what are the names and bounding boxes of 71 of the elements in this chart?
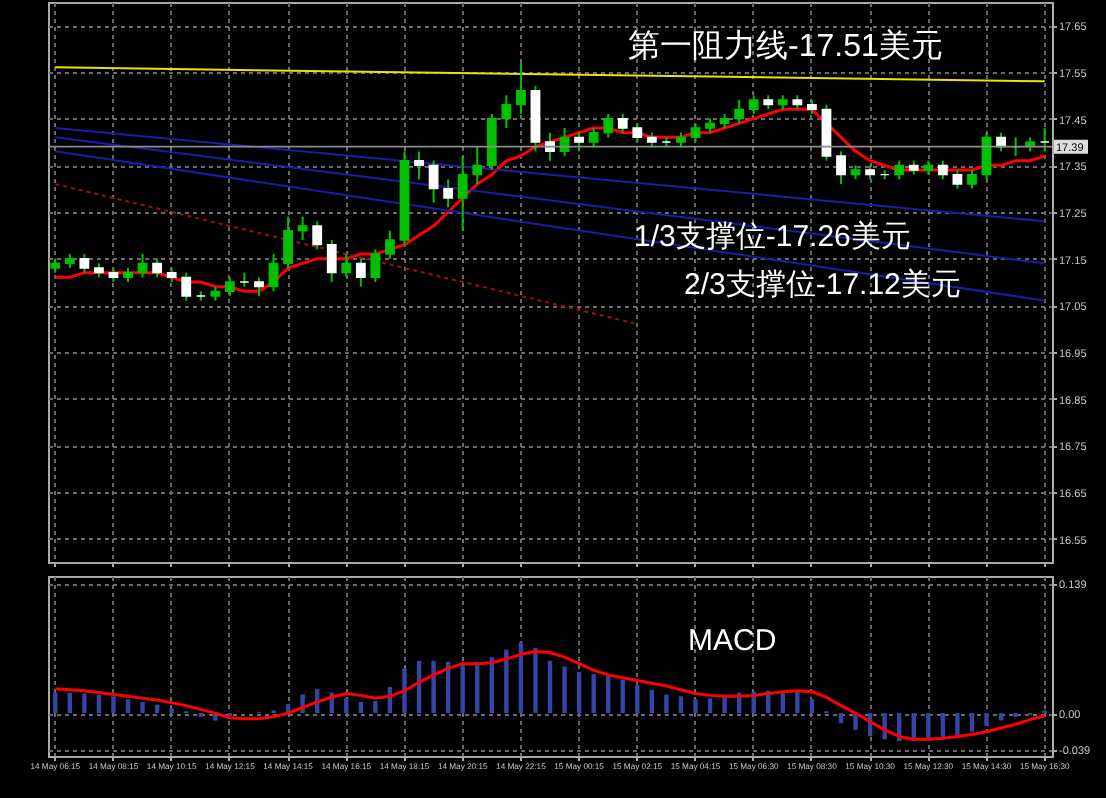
bar [998,713,1004,721]
bar [576,672,582,714]
candlestick [632,122,643,143]
candlestick [734,99,745,125]
candlestick [326,239,337,283]
candlestick [457,155,468,232]
candlestick [574,131,584,153]
candlestick [952,169,963,190]
bar [969,713,975,732]
candlestick [385,229,395,260]
candlestick [690,122,701,143]
bar [606,675,611,714]
bar [955,713,960,736]
candlestick [370,248,381,283]
bar [809,699,815,714]
bar [547,660,553,714]
annotation: 第一阻力线-17.51美元 [628,28,943,64]
bar [460,662,465,714]
candlestick [283,215,293,269]
candlestick [821,103,832,162]
bar [140,701,145,714]
candlestick [355,257,366,288]
bar [96,694,102,714]
bar [635,685,640,714]
bar [169,708,174,714]
candlestick [894,159,905,181]
bar [402,668,407,714]
candlestick [181,271,192,302]
candlestick [428,159,439,204]
candlestick [341,253,352,279]
candlestick [268,253,279,293]
bar [693,699,698,714]
candlestick [152,257,163,279]
bar [533,647,538,714]
candlestick [312,220,323,251]
bar [504,649,509,714]
candlestick [254,276,264,297]
bar [82,693,87,714]
candlestick [443,178,454,209]
bar [125,699,131,714]
candlestick [836,150,846,185]
bar [111,696,116,714]
candlestick [486,113,497,171]
candlestick [516,61,526,115]
annotation: MACD [688,624,777,658]
candlestick [967,169,977,190]
candlestick [79,253,90,274]
candlestick [501,94,512,129]
candlestick [224,276,235,297]
candlestick [472,145,483,185]
candlestick [937,159,948,181]
bar [795,690,800,714]
bar [373,700,378,714]
candlestick [414,150,424,181]
candlestick [588,127,599,148]
bar [707,698,713,714]
bar [431,660,436,714]
bar [984,713,989,727]
line-series [53,650,1047,741]
bar [678,696,684,714]
candlestick [297,215,308,241]
bar [344,698,349,714]
candlestick [617,113,628,134]
bar [562,666,567,714]
bar [664,694,669,714]
bar [591,673,596,714]
candlestick [545,131,555,162]
candlestick [748,94,759,115]
bar [358,701,364,714]
bar [926,713,931,741]
candlestick [603,113,614,139]
